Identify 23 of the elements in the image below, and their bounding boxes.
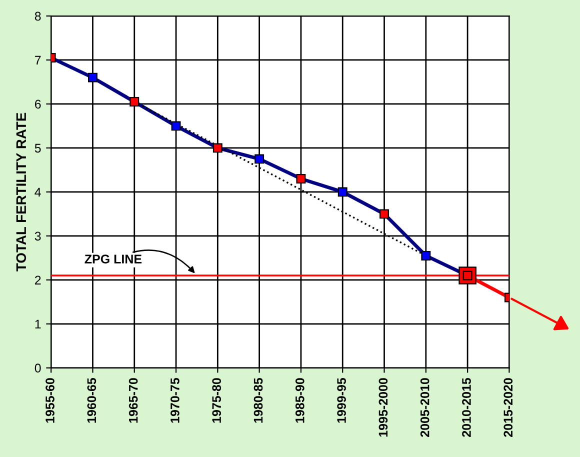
- x-tick-label: 1980-85: [254, 378, 263, 423]
- y-tick-label: 0: [34, 364, 41, 373]
- y-axis-title: TOTAL FERTILITY RATE: [16, 112, 26, 272]
- y-tick-label: 7: [35, 56, 41, 65]
- y-tick-label: 5: [34, 144, 41, 153]
- y-tick-label: 8: [34, 12, 41, 21]
- x-tick-label: 1965-70: [128, 378, 138, 423]
- x-tick-label: 2005-2010: [420, 378, 430, 437]
- x-tick-label: 1970-75: [170, 378, 180, 423]
- ref-line-label: ZPG LINE: [84, 254, 142, 264]
- y-tick-label: 1: [35, 320, 41, 328]
- y-tick-label: 3: [34, 232, 41, 241]
- x-tick-label: 1975-80: [212, 378, 222, 423]
- x-tick-label: 1985-90: [295, 378, 304, 423]
- y-tick-label: 4: [34, 188, 41, 196]
- x-tick-label: 1995-2000: [378, 378, 388, 437]
- x-tick-label: 1955-60: [46, 378, 54, 423]
- x-tick-label: 1999-95: [337, 378, 346, 423]
- x-tick-label: 2015-2020: [504, 378, 513, 437]
- y-tick-label: 6: [35, 100, 41, 109]
- x-tick-label: 1960-65: [87, 378, 96, 423]
- y-tick-label: 2: [34, 276, 41, 284]
- x-tick-label: 2010-2015: [462, 378, 471, 437]
